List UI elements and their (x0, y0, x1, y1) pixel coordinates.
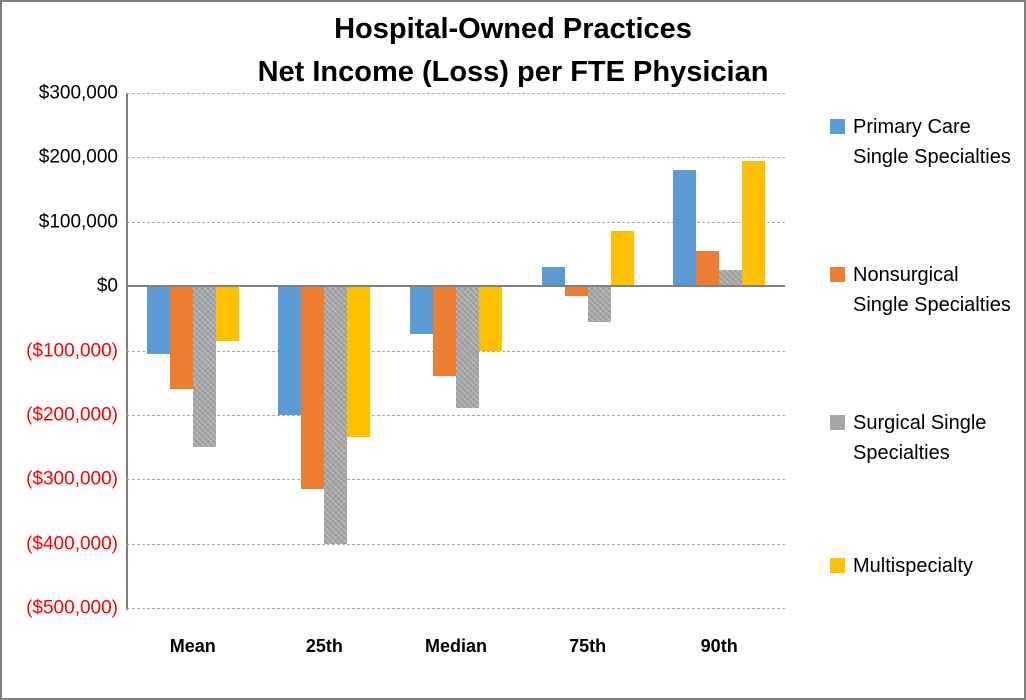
plot-area (127, 93, 785, 609)
legend-swatch (830, 267, 845, 282)
bar-90th-series-2 (719, 270, 743, 287)
bar-90th-series-1 (696, 250, 720, 287)
x-axis-category-label: 75th (569, 636, 607, 656)
y-axis-tick-label: ($500,000) (26, 597, 118, 619)
bar-75th-series-3 (610, 231, 634, 287)
x-axis-category-label: Median (424, 636, 487, 656)
bar-90th-series-3 (742, 160, 766, 287)
bar-mean-series-1 (169, 286, 193, 390)
bar-mean-series-2 (192, 286, 216, 448)
bar-median-series-1 (433, 286, 456, 377)
x-axis-category-label: 25th (305, 636, 343, 656)
bar-25th-series-2 (324, 286, 348, 544)
y-axis-tick-label: $300,000 (38, 82, 118, 104)
legend-label: Multispecialty (853, 555, 974, 577)
bar-75th-series-0 (541, 266, 565, 287)
legend-item: Nonsurgical Single Specialties (830, 260, 1020, 320)
y-axis-tick-label: $200,000 (38, 146, 118, 168)
bar-25th-series-3 (347, 286, 371, 438)
gridline (127, 543, 785, 545)
legend-swatch (830, 119, 845, 134)
y-axis-tick-label: ($400,000) (26, 533, 118, 555)
bar-25th-series-1 (301, 286, 325, 489)
bar-25th-series-0 (278, 286, 302, 415)
gridline (127, 157, 785, 159)
y-axis-tick-label: $0 (96, 275, 118, 297)
gridline (127, 93, 785, 94)
bar-75th-series-2 (587, 286, 611, 322)
y-axis-tick-label: $100,000 (38, 211, 118, 233)
gridline (127, 414, 785, 416)
legend-item: Surgical Single Specialties (830, 408, 1020, 468)
y-axis-tick-label: ($200,000) (26, 404, 118, 426)
bar-75th-series-1 (564, 286, 588, 296)
gridline (127, 479, 785, 481)
gridline (127, 221, 785, 223)
legend-item: Multispecialty (830, 551, 1020, 581)
y-axis-line (126, 93, 128, 610)
bar-mean-series-3 (215, 286, 239, 341)
legend-item: Primary Care Single Specialties (830, 112, 1020, 172)
y-axis-tick-label: ($100,000) (26, 340, 118, 361)
y-axis-tick-label: ($300,000) (26, 468, 118, 490)
legend-label: Nonsurgical Single Specialties (853, 264, 1011, 316)
bar-mean-series-0 (146, 286, 170, 354)
legend-swatch (830, 558, 845, 573)
legend-swatch (830, 415, 845, 430)
bar-median-series-3 (479, 286, 502, 351)
legend-label: Surgical Single Specialties (853, 412, 987, 464)
x-axis-category-label: 90th (700, 636, 738, 656)
chart-title: Hospital-Owned Practices Net Income (Los… (257, 13, 769, 88)
bar-90th-series-0 (673, 170, 697, 287)
x-axis-category-label: Mean (169, 636, 216, 656)
legend-label: Primary Care Single Specialties (853, 116, 1011, 168)
bar-median-series-0 (410, 286, 433, 335)
bar-median-series-2 (456, 286, 479, 409)
gridline (127, 608, 785, 609)
zero-axis-line (127, 285, 785, 288)
